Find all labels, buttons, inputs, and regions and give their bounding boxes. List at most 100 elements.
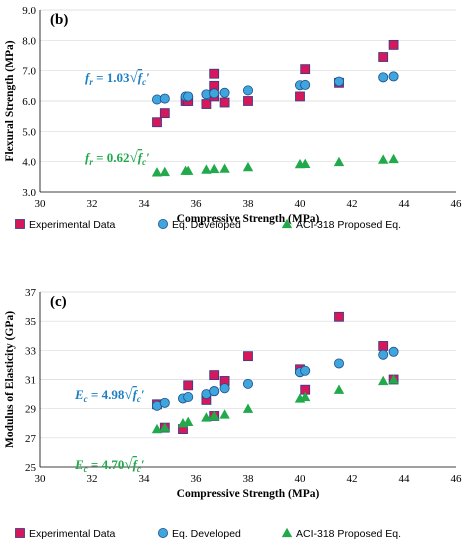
triangle-data-point (242, 403, 254, 413)
y-tick-label: 29 (25, 404, 37, 416)
triangle-data-point (151, 167, 163, 177)
equation-coefficient: = 0.62 (93, 150, 130, 165)
y-tick-label: 25 (25, 462, 37, 474)
equation-symbol: f (85, 150, 91, 165)
equation-annotation: fr = 0.62√fc′ (85, 150, 150, 167)
y-tick-label: 4.0 (22, 157, 36, 169)
series-square-points (152, 311, 399, 434)
x-tick-label: 34 (139, 473, 151, 485)
y-tick-label: 6.0 (22, 96, 36, 108)
legend-label: ACI-318 Proposed Eq. (296, 219, 401, 231)
square-data-point (300, 64, 311, 75)
square-data-point (334, 311, 344, 322)
equation-annotation: fr = 1.03√fc′ (85, 70, 150, 87)
x-tick-label: 34 (139, 198, 151, 210)
circle-data-point (183, 91, 194, 102)
circle-data-point (159, 397, 170, 408)
square-data-point (152, 117, 162, 128)
square-data-point (159, 108, 170, 119)
x-tick-label: 46 (451, 198, 463, 210)
x-tick-label: 42 (347, 473, 358, 485)
circle-data-point (333, 76, 344, 87)
panel-label: (b) (50, 12, 68, 28)
y-tick-label: 31 (25, 375, 36, 387)
square-data-point (378, 52, 389, 62)
legend-label: Eq. Developed (172, 219, 241, 231)
equation-radicand-subscript: c (137, 394, 141, 404)
y-tick-label: 5.0 (22, 126, 36, 138)
circle-data-point (209, 386, 220, 397)
triangle-data-point (201, 412, 212, 422)
circle-data-point (209, 88, 220, 99)
panel-label: (c) (50, 294, 67, 310)
legend-square-marker (15, 219, 25, 229)
series-triangle-points (151, 153, 399, 177)
square-data-point (201, 99, 212, 109)
x-tick-label: 38 (243, 473, 255, 485)
x-tick-label: 40 (295, 473, 307, 485)
equation-symbol: E (74, 387, 84, 402)
triangle-data-point (388, 374, 399, 384)
series-square-points (152, 39, 399, 128)
equation-symbol: f (85, 70, 91, 85)
equation-radicand-subscript: c (142, 157, 146, 167)
circle-data-point (219, 87, 230, 98)
triangle-data-point (378, 154, 389, 164)
legend-label: Eq. Developed (172, 528, 241, 540)
equation-subscript: c (84, 394, 88, 404)
y-tick-label: 33 (25, 345, 37, 357)
legend-circle-marker (157, 528, 168, 539)
square-data-point (378, 341, 389, 351)
triangle-data-point (300, 158, 311, 168)
circle-data-point (242, 85, 253, 96)
sqrt-symbol: √ (124, 387, 133, 403)
y-axis-title: Modulus of Elasticity (GPa) (4, 311, 16, 448)
chart-panel-b: 3.0 4.0 5.0 6.0 7.0 8.0 9.0 30 32 34 36 38 40 42 44 46 C… (4, 5, 462, 225)
triangle-data-point (209, 410, 220, 421)
x-tick-label: 36 (191, 473, 203, 485)
y-tick-label: 7.0 (22, 66, 36, 78)
triangle-data-point (333, 156, 345, 167)
y-tick-label: 9.0 (22, 5, 36, 17)
x-tick-label: 36 (191, 198, 203, 210)
square-data-point (183, 380, 194, 391)
equation-radicand: f (138, 70, 144, 85)
equation-coefficient: = 1.03 (93, 70, 130, 85)
triangle-data-point (159, 166, 170, 177)
prime-symbol: ′ (146, 70, 150, 85)
equation-annotation: Ec = 4.70√fc′ (74, 457, 145, 474)
x-axis-title: Compressive Strength (MPa) (177, 488, 320, 500)
square-data-point (243, 351, 253, 362)
y-tick-label: 3.0 (22, 187, 36, 199)
circle-data-point (388, 346, 399, 357)
square-data-point (219, 97, 230, 108)
circle-data-point (300, 79, 311, 90)
x-tick-label: 30 (35, 473, 47, 485)
legend-circle-marker (157, 218, 168, 229)
equation-coefficient: = 4.98 (88, 387, 125, 402)
x-tick-label: 46 (451, 473, 463, 485)
triangle-data-point (219, 409, 230, 419)
prime-symbol: ′ (141, 457, 145, 472)
legend-triangle-marker (281, 527, 293, 538)
legend-label: Experimental Data (29, 528, 116, 540)
circle-data-point (219, 383, 230, 394)
square-data-point (295, 91, 305, 102)
x-axis-title: Compressive Strength (MPa) (177, 213, 320, 225)
square-data-point (209, 370, 220, 381)
prime-symbol: ′ (146, 150, 150, 165)
circle-data-point (159, 93, 170, 104)
circle-data-point (183, 391, 194, 402)
triangle-data-point (201, 164, 212, 174)
prime-symbol: ′ (141, 387, 145, 402)
legend-panel-b: Experimental Data Eq. Developed ACI-318 Pr… (15, 218, 401, 231)
circle-data-point (242, 378, 253, 389)
y-axis-title: Flexural Strength (MPa) (4, 40, 16, 161)
circle-data-point (300, 365, 311, 376)
series-circle-points (151, 71, 399, 105)
triangle-data-point (333, 384, 345, 394)
equation-annotation: Ec = 4.98√fc′ (74, 387, 145, 404)
triangle-data-point (219, 163, 230, 173)
x-tick-label: 38 (243, 198, 255, 210)
